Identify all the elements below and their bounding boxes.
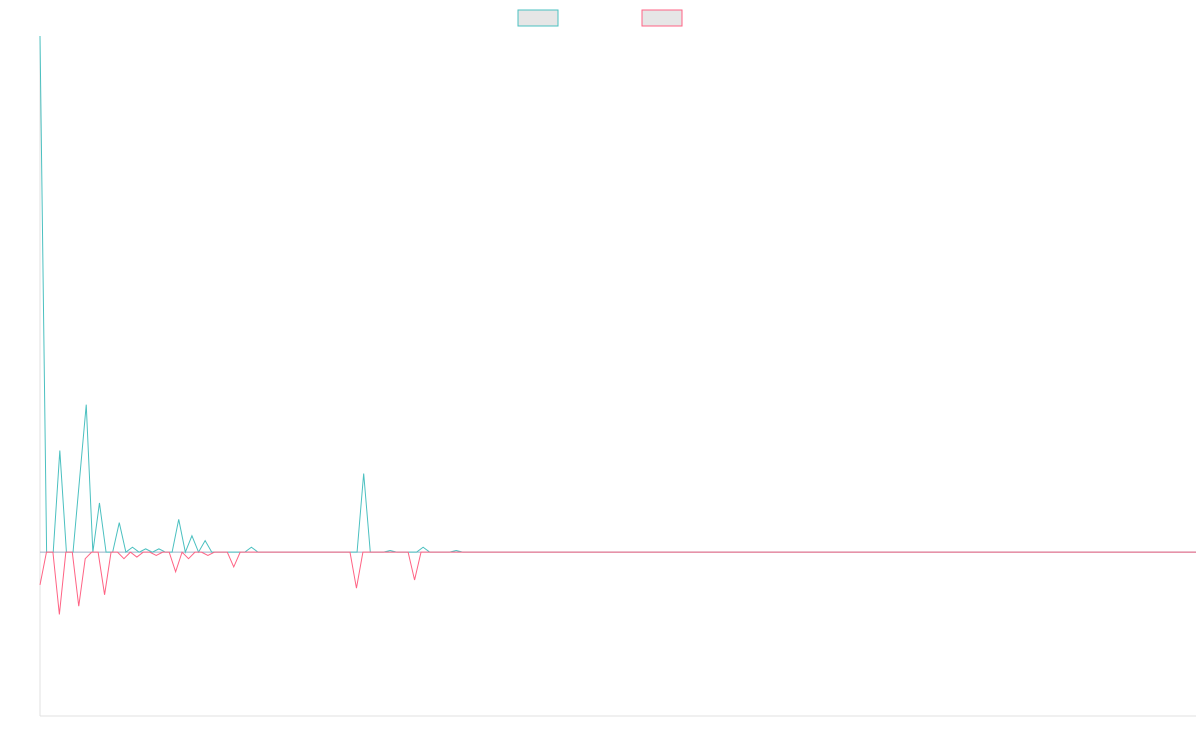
series-line-1 xyxy=(39,35,1196,554)
legend-swatch-1 xyxy=(517,9,559,27)
legend-swatch-2 xyxy=(641,9,683,27)
series-layer xyxy=(39,35,1196,615)
legend xyxy=(517,9,683,27)
axes xyxy=(39,36,1196,717)
series-line-2 xyxy=(39,551,1196,615)
